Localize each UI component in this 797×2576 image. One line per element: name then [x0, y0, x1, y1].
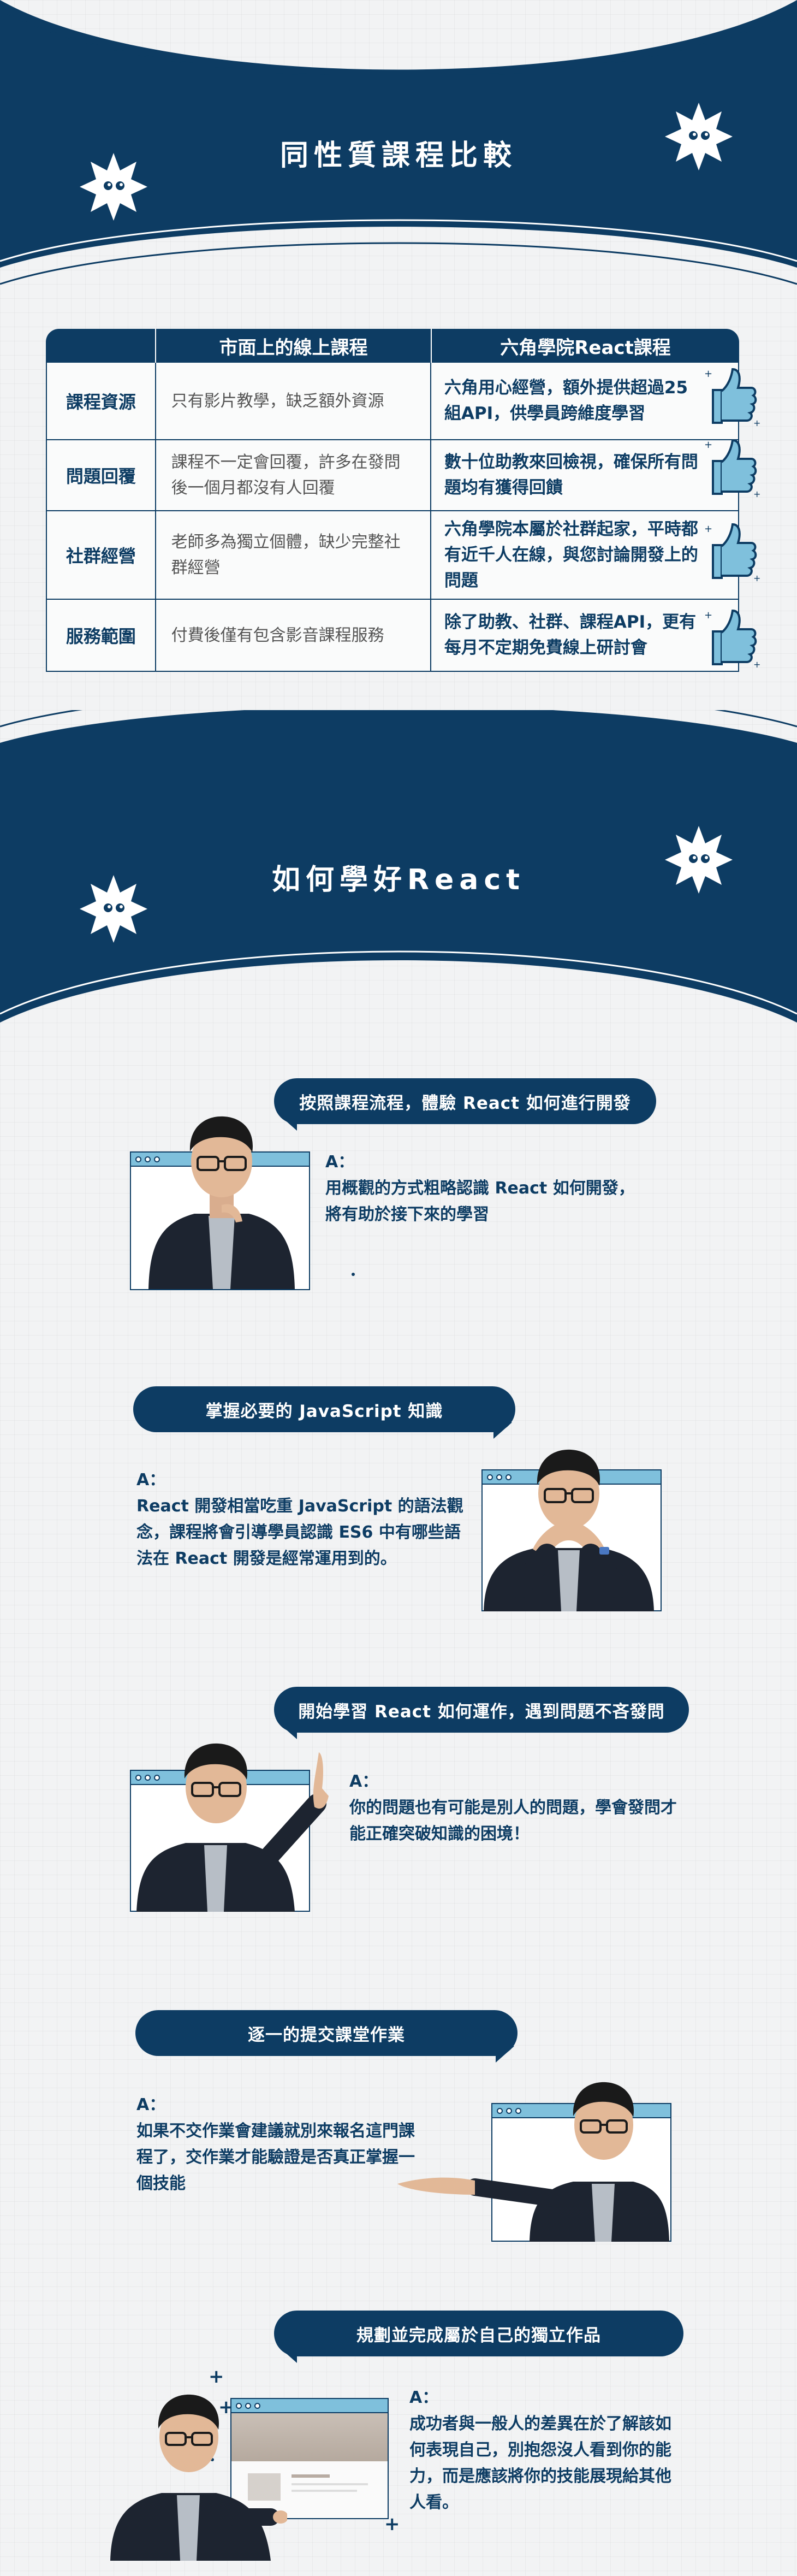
market-cell: 付費後僅有包含影音課程服務 [154, 600, 430, 671]
hexschool-cell-text: 數十位助教來回檢視，確保所有問題均有獲得回饋 [444, 452, 698, 498]
answer-label: A： [325, 1153, 355, 1172]
table-row: 服務範圍 付費後僅有包含影音課程服務 除了助教、社群、課程API，更有每月不定期… [47, 599, 738, 671]
thumbs-up-icon: ++ [704, 439, 760, 499]
hexschool-cell: 六角學院本屬於社群起家，平時都有近千人在線，與您討論開發上的問題 [430, 511, 738, 599]
answer-text: 如果不交作業會建議就別來報名這門課程了，交作業才能驗證是否真正掌握一個技能 [136, 2122, 415, 2193]
header-cell-market: 市面上的線上課程 [155, 329, 431, 363]
project-screenshot [231, 2413, 388, 2518]
svg-text:+: + [704, 368, 712, 380]
row-label: 社群經營 [66, 546, 136, 566]
header-cell-hexschool: 六角學院React課程 [431, 329, 739, 363]
market-cell: 課程不一定會回覆，許多在發問後一個月都沒有人回覆 [154, 440, 430, 510]
answer-text: 你的問題也有可能是別人的問題，學會發問才能正確突破知識的困境！ [349, 1798, 677, 1844]
burst-mascot-icon [665, 103, 733, 170]
step-question: 掌握必要的 JavaScript 知識 [133, 1386, 515, 1432]
step-question: 開始學習 React 如何運作，遇到問題不吝發問 [274, 1687, 689, 1733]
thumbs-up-icon: ++ [704, 523, 760, 583]
market-cell: 只有影片教學，缺乏額外資源 [154, 363, 430, 439]
svg-text:+: + [753, 489, 760, 499]
answer-text: 成功者與一般人的差異在於了解該如何表現自己，別抱怨沒人看到你的能力，而是應該將你… [409, 2414, 671, 2512]
svg-text:+: + [753, 659, 760, 670]
svg-text:+: + [753, 418, 760, 428]
thumbs-up-icon: ++ [704, 368, 760, 428]
answer-label: A： [136, 1470, 166, 1490]
row-label: 服務範圍 [66, 626, 136, 647]
step-question: 規劃並完成屬於自己的獨立作品 [274, 2311, 683, 2356]
table-row: 課程資源 只有影片教學，缺乏額外資源 六角用心經營，額外提供超過25組API，供… [47, 363, 738, 439]
instructor-photo [136, 1743, 329, 1912]
step-question: 逐一的提交課堂作業 [135, 2010, 518, 2056]
hexschool-cell: 六角用心經營，額外提供超過25組API，供學員跨維度學習 [430, 363, 738, 439]
svg-text:+: + [704, 439, 712, 451]
hexschool-cell-text: 六角用心經營，額外提供超過25組API，供學員跨維度學習 [444, 378, 688, 423]
answer-text: 用概觀的方式粗略認識 React 如何開發，將有助於接下來的學習 [325, 1179, 635, 1224]
compare-header-band: 同性質課程比較 [0, 0, 797, 306]
header-cell-blank [46, 329, 155, 363]
step-question: 按照課程流程，體驗 React 如何進行開發 [274, 1078, 656, 1124]
table-row: 問題回覆 課程不一定會回覆，許多在發問後一個月都沒有人回覆 數十位助教來回檢視，… [47, 439, 738, 510]
hexschool-cell: 除了助教、社群、課程API，更有每月不定期免費線上研討會 [430, 600, 738, 671]
svg-text:+: + [704, 610, 712, 621]
market-cell: 老師多為獨立個體，缺少完整社群經營 [154, 511, 430, 599]
answer-label: A： [409, 2388, 439, 2407]
comparison-table-header: 市面上的線上課程 六角學院React課程 [46, 329, 739, 363]
step-answer: A： 如果不交作業會建議就別來報名這門課程了，交作業才能驗證是否真正掌握一個技能 [136, 2092, 420, 2197]
instructor-photo [110, 2394, 287, 2561]
row-label: 課程資源 [66, 392, 136, 412]
svg-text:+: + [704, 523, 712, 535]
row-label: 問題回覆 [66, 466, 136, 487]
sparkle-icon: + [209, 2366, 224, 2388]
learn-title: 如何學好React [271, 864, 526, 896]
step-answer: A： 你的問題也有可能是別人的問題，學會發問才能正確突破知識的困境！ [349, 1769, 677, 1847]
thumbs-up-icon: ++ [704, 609, 760, 670]
answer-label: A： [136, 2095, 166, 2114]
instructor-photo [148, 1116, 295, 1289]
comparison-table: 市面上的線上課程 六角學院React課程 課程資源 只有影片教學，缺乏額外資源 … [46, 329, 739, 672]
burst-mascot-icon [665, 826, 733, 894]
project-screenshot-frame [230, 2398, 389, 2519]
instructor-photo [397, 2082, 669, 2242]
step-answer: A： React 開發相當吃重 JavaScript 的語法觀念，課程將會引導學… [136, 1467, 464, 1572]
table-row: 社群經營 老師多為獨立個體，缺少完整社群經營 六角學院本屬於社群起家，平時都有近… [47, 510, 738, 599]
burst-mascot-icon [80, 153, 147, 221]
comparison-table-body: 課程資源 只有影片教學，缺乏額外資源 六角用心經營，額外提供超過25組API，供… [46, 363, 739, 672]
hexschool-cell-text: 六角學院本屬於社群起家，平時都有近千人在線，與您討論開發上的問題 [444, 519, 698, 590]
instructor-photo [484, 1449, 654, 1611]
learn-header-band: 如何學好React [0, 710, 797, 1038]
step-answer: A： 成功者與一般人的差異在於了解該如何表現自己，別抱怨沒人看到你的能力，而是應… [409, 2385, 682, 2516]
hexschool-cell: 數十位助教來回檢視，確保所有問題均有獲得回饋 [430, 440, 738, 510]
hexschool-cell-text: 除了助教、社群、課程API，更有每月不定期免費線上研討會 [444, 612, 697, 658]
burst-mascot-icon [80, 875, 147, 943]
svg-text:+: + [753, 573, 760, 583]
step-answer: A： 用概觀的方式粗略認識 React 如何開發，將有助於接下來的學習 [325, 1149, 642, 1228]
answer-text: React 開發相當吃重 JavaScript 的語法觀念，課程將會引導學員認識… [136, 1497, 463, 1568]
compare-title: 同性質課程比較 [279, 139, 517, 172]
answer-label: A： [349, 1772, 379, 1791]
